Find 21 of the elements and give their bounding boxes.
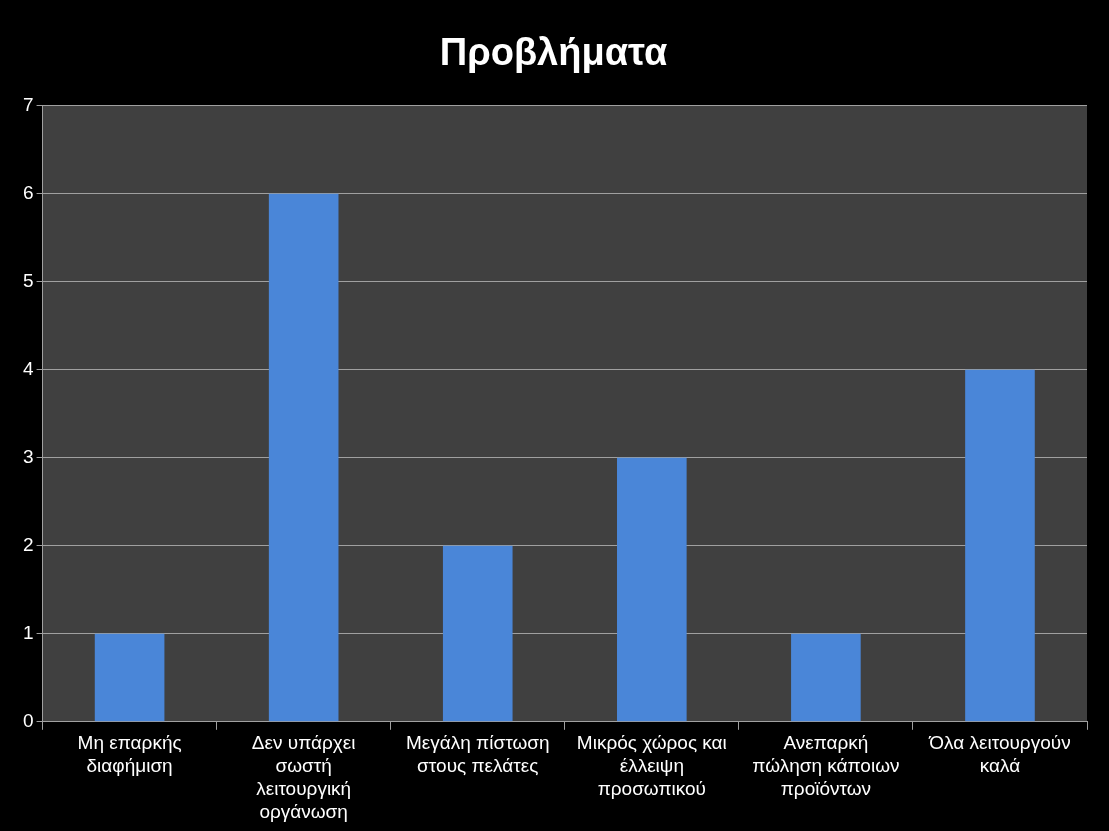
x-tick-label: Μη επαρκής διαφήμιση: [77, 732, 182, 777]
bar: [268, 193, 339, 722]
x-tick-label: Όλα λειτουργούν καλά: [928, 732, 1071, 777]
x-tick-label: Μεγάλη πίστωση στους πελάτες: [405, 732, 550, 777]
y-tick-label: 7: [22, 93, 34, 115]
bar: [94, 633, 165, 722]
x-tick-label: Δεν υπάρχει σωστή λειτουργική οργάνωση: [251, 732, 356, 822]
bar: [965, 369, 1035, 722]
y-tick-label: 0: [22, 710, 34, 732]
bar: [617, 457, 687, 722]
y-tick-label: 3: [22, 445, 34, 467]
y-tick-label: 1: [22, 622, 34, 644]
x-tick-label: Ανεπαρκή πώληση κάποιων προϊόντων: [752, 732, 900, 800]
chart-title: Προβλήματα: [439, 31, 668, 74]
bar: [442, 545, 513, 722]
x-tick-label: Μικρός χώρος και έλλειψη προσωπικού: [576, 732, 727, 800]
y-tick-label: 6: [22, 181, 34, 203]
y-tick-label: 5: [22, 269, 34, 291]
y-tick-label: 4: [22, 357, 34, 379]
y-tick-label: 2: [22, 533, 34, 555]
bar: [791, 633, 861, 722]
